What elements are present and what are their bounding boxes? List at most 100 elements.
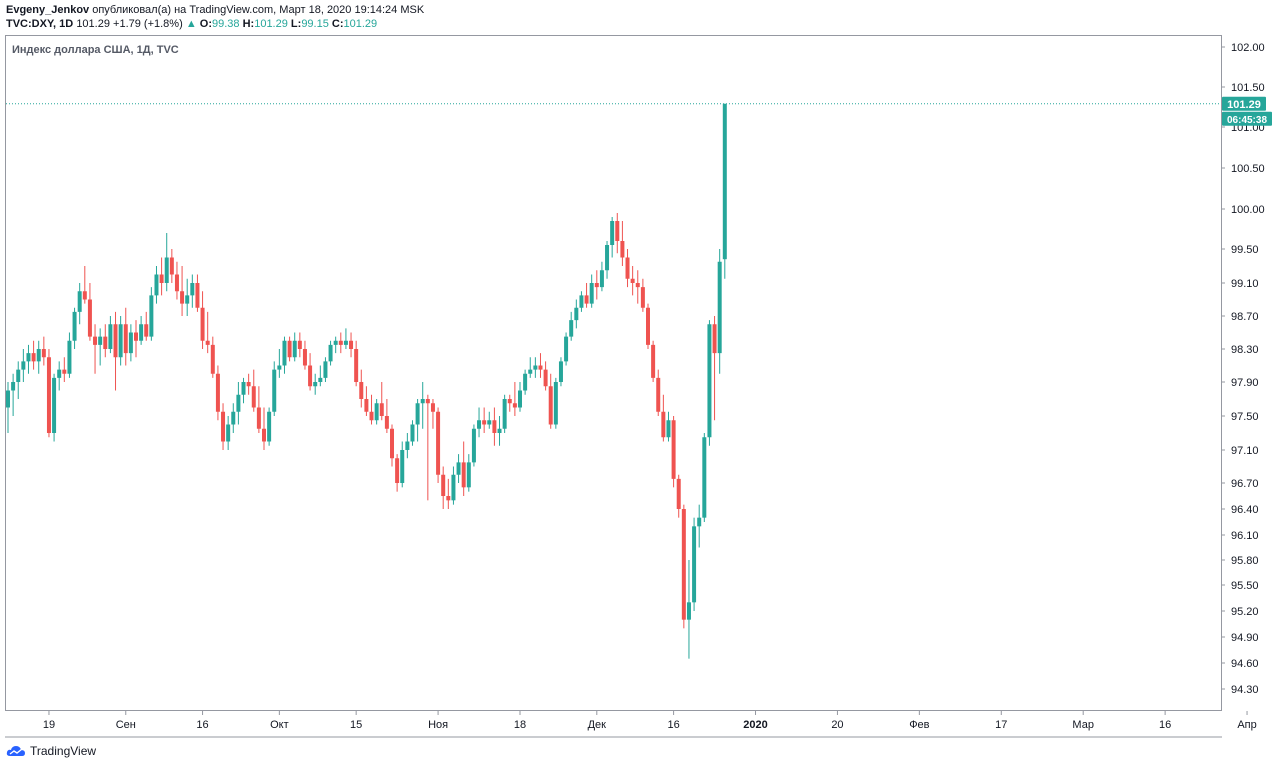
candle-body: [676, 478, 681, 509]
candle-body: [558, 361, 563, 382]
candle-body: [118, 324, 123, 358]
candle-body: [400, 450, 405, 483]
candle-body: [461, 462, 466, 488]
y-tick-label: 100.50: [1231, 163, 1265, 175]
candle-body: [482, 420, 487, 425]
candle-body: [717, 261, 722, 354]
candle-body: [477, 420, 482, 429]
candle-body: [123, 324, 128, 354]
candle-body: [210, 344, 215, 374]
candle-body: [241, 382, 246, 395]
candle-body: [108, 324, 113, 349]
y-tick-label: 102.00: [1231, 42, 1265, 54]
x-tick-label: 15: [350, 719, 362, 731]
candle-body: [722, 103, 727, 260]
candle-body: [313, 382, 318, 387]
candle-body: [610, 221, 615, 245]
candle-body: [246, 382, 251, 387]
chart-title: Индекс доллара США, 1Д, TVC: [12, 44, 179, 56]
candle-body: [236, 394, 241, 412]
logo-text: TradingView: [30, 744, 97, 758]
candle-body: [518, 390, 522, 408]
change-value: +1.79 (+1.8%): [113, 18, 183, 30]
candle-body: [702, 437, 707, 518]
candle-body: [697, 517, 702, 527]
candle-body: [349, 340, 354, 349]
candle-body: [272, 369, 277, 412]
y-tick-label: 95.50: [1231, 580, 1259, 592]
symbol-label: TVC:DXY, 1D: [6, 18, 74, 30]
close-value: 101.29: [343, 18, 378, 30]
tradingview-logo[interactable]: TradingView: [6, 744, 96, 758]
candle-body: [507, 399, 512, 404]
x-tick-label: Сен: [116, 719, 136, 731]
candle-body: [52, 377, 57, 433]
candle-body: [436, 411, 441, 475]
candle-body: [302, 349, 307, 366]
x-tick-label: 19: [43, 719, 55, 731]
candle-body: [564, 336, 569, 362]
up-triangle-icon: ▲: [185, 18, 197, 30]
candle-body: [497, 428, 502, 433]
candle-body: [656, 377, 661, 412]
candle-body: [93, 336, 98, 345]
candle-body: [569, 320, 574, 337]
candle-body: [384, 416, 389, 429]
candle-body: [533, 365, 538, 370]
candle-body: [538, 365, 543, 370]
candle-body: [6, 390, 10, 408]
low-value: 99.15: [301, 18, 329, 30]
candle-body: [620, 241, 625, 258]
y-tick-label: 101.50: [1231, 82, 1265, 94]
candle-body: [354, 349, 359, 382]
y-tick-label: 94.60: [1231, 658, 1259, 670]
y-tick-label: 96.70: [1231, 478, 1259, 490]
countdown-badge: [1222, 111, 1272, 126]
x-tick-label: 20: [831, 719, 843, 731]
chart-frame[interactable]: [5, 35, 1222, 711]
candle-body: [323, 361, 328, 378]
candle-body: [390, 428, 394, 459]
candle-body: [221, 411, 226, 442]
x-tick-label: Мар: [1072, 719, 1094, 731]
open-value: 99.38: [212, 18, 240, 30]
candle-body: [308, 365, 313, 387]
candle-body: [692, 526, 697, 603]
candle-body: [169, 257, 174, 275]
last-value: 101.29: [76, 18, 110, 30]
candle-body: [671, 420, 676, 479]
candle-body: [164, 257, 169, 283]
candle-body: [31, 353, 36, 362]
candle-body: [195, 283, 200, 308]
candle-body: [359, 382, 364, 399]
candle-body: [134, 332, 138, 341]
candle-body: [77, 291, 82, 312]
candle-body: [589, 283, 594, 304]
candle-body: [57, 369, 62, 378]
candle-body: [21, 361, 26, 370]
candle-body: [343, 340, 348, 345]
y-tick-label: 100.00: [1231, 204, 1265, 216]
candle-body: [502, 399, 507, 429]
candle-body: [98, 336, 103, 345]
candle-body: [277, 365, 282, 370]
candle-body: [62, 369, 67, 374]
candle-body: [374, 403, 379, 421]
y-tick-label: 97.90: [1231, 377, 1259, 389]
candle-body: [471, 428, 476, 463]
candle-body: [144, 324, 149, 337]
x-tick-label: Дек: [588, 719, 607, 731]
candle-body: [87, 299, 92, 337]
last-price-badge: [1222, 96, 1266, 111]
ohlc-legend: TVC:DXY, 1D 101.29 +1.79 (+1.8%) ▲ O:99.…: [6, 18, 377, 30]
candle-body: [594, 283, 599, 288]
candle-body: [287, 340, 292, 358]
y-tick-label: 99.10: [1231, 278, 1259, 290]
candle-body: [574, 307, 579, 321]
high-value: 101.29: [254, 18, 288, 30]
candle-body: [543, 369, 548, 387]
candle-body: [185, 295, 190, 304]
candle-body: [451, 474, 456, 501]
x-tick-label: 16: [1159, 719, 1171, 731]
